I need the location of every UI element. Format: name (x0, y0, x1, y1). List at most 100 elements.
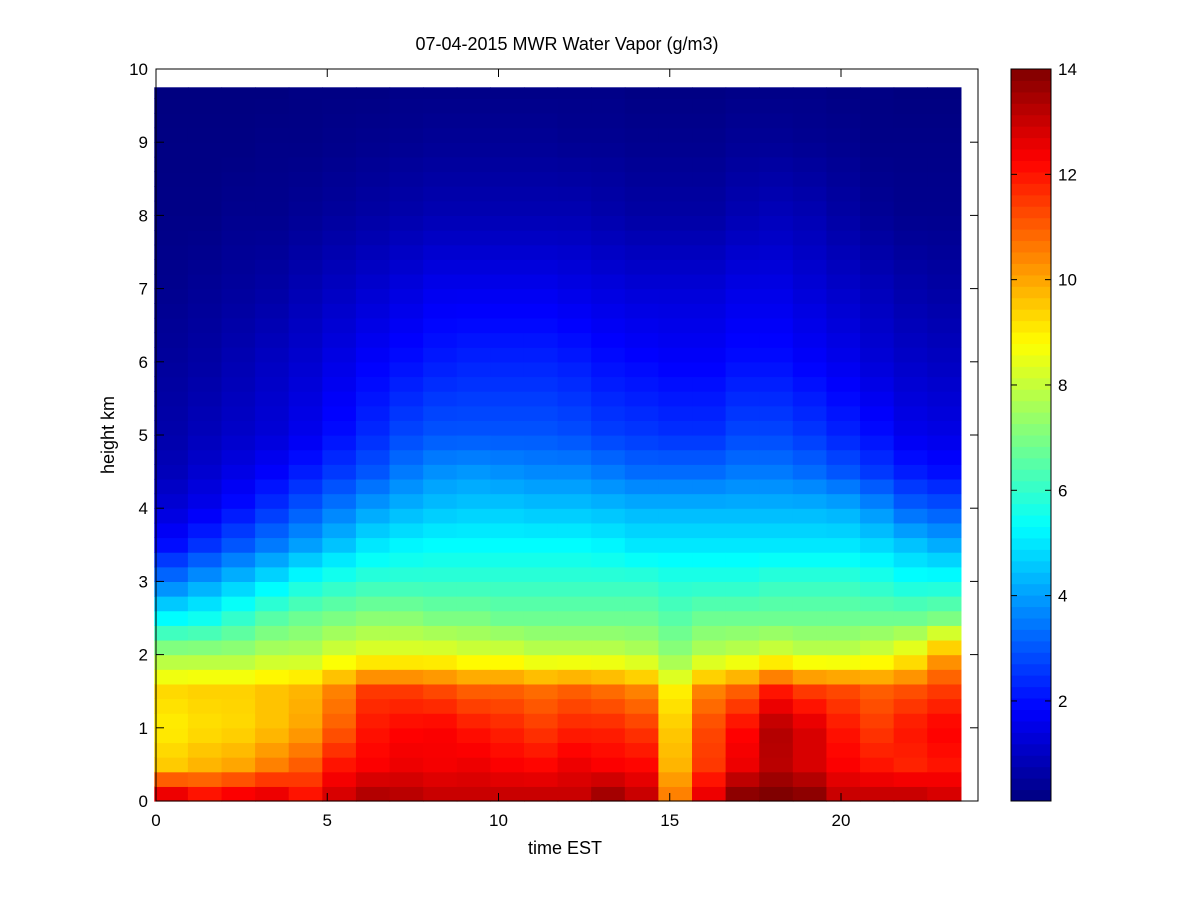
colorbar-segment (1011, 332, 1051, 344)
heatmap-cell (423, 669, 458, 685)
heatmap-cell (389, 317, 424, 334)
heatmap-cell (187, 244, 223, 260)
heatmap-cell (927, 303, 962, 319)
heatmap-cell (692, 639, 727, 656)
heatmap-cell (927, 435, 962, 451)
y-axis-label: height km (98, 396, 118, 474)
heatmap-cell (423, 420, 458, 436)
heatmap-cell (725, 347, 760, 363)
heatmap-cell (523, 142, 559, 158)
heatmap-cell (322, 596, 357, 612)
colorbar-segment (1011, 743, 1051, 756)
heatmap-cell (389, 405, 424, 421)
colorbar-segment (1011, 160, 1051, 173)
heatmap-cell (860, 596, 895, 612)
heatmap-cell (154, 537, 189, 553)
heatmap-cell (456, 508, 491, 524)
heatmap-cell (893, 420, 928, 436)
heatmap-cell (456, 552, 491, 568)
heatmap-cell (893, 581, 928, 597)
heatmap-cell (154, 654, 189, 670)
heatmap-cell (557, 478, 592, 495)
colorbar-segment (1011, 606, 1051, 619)
heatmap-cell (759, 742, 794, 758)
heatmap-cell (658, 581, 693, 597)
colorbar-segment (1011, 526, 1051, 539)
heatmap-cell (288, 98, 323, 114)
heatmap-cell (759, 727, 794, 744)
heatmap-cell (490, 112, 525, 129)
colorbar-frame (1010, 68, 1052, 802)
heatmap-cell (557, 742, 592, 758)
heatmap-cell (557, 215, 592, 231)
heatmap-cell (591, 727, 626, 744)
heatmap-cell (927, 713, 962, 729)
heatmap-cell (322, 625, 357, 641)
heatmap-cell (927, 727, 962, 744)
heatmap-cell (154, 142, 189, 158)
heatmap-cell (658, 654, 693, 670)
heatmap-cell (456, 142, 491, 158)
heatmap-cell (423, 156, 458, 173)
heatmap-cell (591, 435, 626, 451)
heatmap-cell (725, 478, 760, 495)
heatmap-cell (389, 273, 424, 290)
heatmap-cell (389, 727, 424, 744)
heatmap-cell (423, 186, 458, 202)
heatmap-cell (658, 698, 693, 714)
heatmap-cell (288, 654, 323, 670)
heatmap-cell (221, 566, 256, 582)
heatmap-cell (860, 683, 895, 700)
heatmap-cell (423, 303, 458, 319)
heatmap-cell (490, 87, 525, 99)
heatmap-cell (355, 112, 391, 129)
heatmap-cell (826, 522, 861, 539)
colorbar-segment (1011, 503, 1051, 516)
heatmap-cell (591, 347, 626, 363)
heatmap-cell (423, 244, 458, 260)
heatmap-cell (624, 552, 660, 568)
heatmap-cell (792, 449, 828, 465)
heatmap-cell (490, 508, 525, 524)
colorbar-tick-label: 10 (1058, 271, 1077, 290)
heatmap-cell (154, 757, 189, 773)
heatmap-cell (355, 522, 391, 539)
heatmap-cell (423, 683, 458, 700)
heatmap-cell (591, 361, 626, 378)
heatmap-cell (692, 449, 727, 465)
heatmap-cell (389, 449, 424, 465)
heatmap-cell (792, 435, 828, 451)
heatmap-cell (221, 508, 256, 524)
heatmap-cell (389, 698, 424, 714)
heatmap-cell (591, 288, 626, 304)
heatmap-cell (792, 361, 828, 378)
heatmap-cell (826, 244, 861, 260)
heatmap-cell (826, 303, 861, 319)
heatmap-cell (187, 230, 223, 246)
heatmap-cell (759, 361, 794, 378)
heatmap-cell (490, 405, 525, 421)
heatmap-cell (288, 112, 323, 129)
heatmap-cell (826, 376, 861, 392)
heatmap-cell (456, 522, 491, 539)
heatmap-cell (624, 683, 660, 700)
heatmap-cell (893, 742, 928, 758)
heatmap-cell (860, 566, 895, 582)
heatmap-cell (624, 200, 660, 216)
heatmap-cell (187, 215, 223, 231)
heatmap-cell (490, 522, 525, 539)
heatmap-cell (658, 200, 693, 216)
heatmap-cell (490, 215, 525, 231)
heatmap-cell (557, 786, 592, 802)
heatmap-cell (860, 757, 895, 773)
heatmap-cell (591, 610, 626, 626)
heatmap-cell (154, 596, 189, 612)
heatmap-cell (658, 596, 693, 612)
heatmap-cell (692, 698, 727, 714)
colorbar-segment (1011, 515, 1051, 527)
heatmap-cell (792, 522, 828, 539)
heatmap-cell (658, 449, 693, 465)
heatmap-cell (927, 639, 962, 656)
heatmap-cell (658, 376, 693, 392)
heatmap-cell (523, 742, 559, 758)
